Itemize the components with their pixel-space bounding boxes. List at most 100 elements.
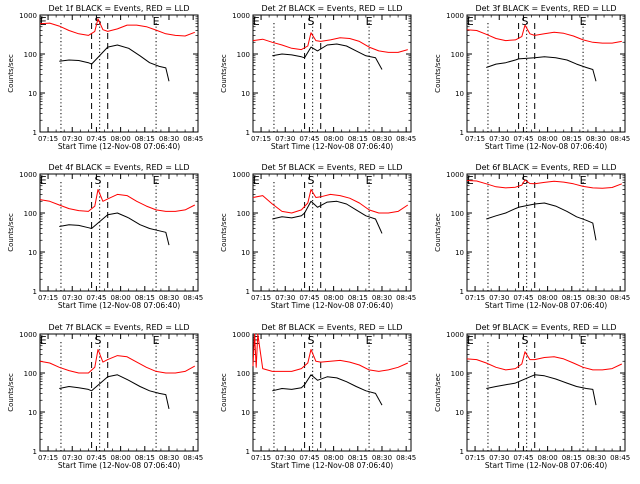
y-tick-label: 1 bbox=[33, 288, 37, 296]
chart-title: Det 2f BLACK = Events, RED = LLD bbox=[261, 4, 402, 13]
y-tick-label: 100 bbox=[24, 370, 37, 378]
event-marker-label: E bbox=[467, 15, 474, 28]
event-marker-label: S bbox=[308, 174, 315, 187]
event-marker-label: E bbox=[467, 334, 474, 347]
x-tick-label: 07:30 bbox=[275, 135, 295, 143]
x-tick-label: 08:00 bbox=[324, 294, 344, 302]
x-tick-label: 07:45 bbox=[513, 294, 533, 302]
y-tick-label: 1 bbox=[33, 448, 37, 456]
x-axis-label: Start Time (12-Nov-08 07:06:40) bbox=[271, 301, 393, 310]
y-axis-label: Counts/sec bbox=[220, 373, 228, 412]
lld-series-line bbox=[39, 349, 196, 374]
x-tick-label: 07:45 bbox=[299, 135, 319, 143]
y-axis-label: Counts/sec bbox=[434, 373, 442, 412]
lld-series-line bbox=[252, 32, 408, 53]
y-tick-label: 1 bbox=[246, 129, 250, 137]
y-axis-label: Counts/sec bbox=[7, 373, 15, 412]
x-tick-label: 08:00 bbox=[324, 454, 344, 462]
plot-frame bbox=[466, 333, 626, 452]
x-axis-label: Start Time (12-Nov-08 07:06:40) bbox=[485, 301, 607, 310]
y-tick-label: 1 bbox=[460, 288, 464, 296]
event-marker-label: E bbox=[153, 334, 160, 347]
x-tick-label: 07:45 bbox=[513, 454, 533, 462]
x-axis-label: Start Time (12-Nov-08 07:06:40) bbox=[58, 301, 180, 310]
lld-series-line bbox=[39, 189, 196, 212]
x-tick-label: 08:30 bbox=[586, 454, 606, 462]
y-tick-label: 1000 bbox=[232, 12, 250, 20]
x-tick-label: 08:30 bbox=[586, 135, 606, 143]
y-tick-label: 100 bbox=[451, 51, 464, 59]
chart-title: Det 9f BLACK = Events, RED = LLD bbox=[475, 323, 616, 332]
x-tick-label: 08:30 bbox=[586, 294, 606, 302]
x-tick-label: 08:15 bbox=[135, 294, 155, 302]
x-tick-label: 07:15 bbox=[465, 454, 485, 462]
x-tick-label: 08:45 bbox=[610, 454, 630, 462]
event-marker-label: S bbox=[95, 334, 102, 347]
plot-frame bbox=[39, 333, 199, 452]
y-axis-label: Counts/sec bbox=[220, 213, 228, 252]
y-axis-label: Counts/sec bbox=[7, 213, 15, 252]
y-tick-label: 100 bbox=[24, 210, 37, 218]
x-tick-label: 08:45 bbox=[610, 135, 630, 143]
x-tick-label: 08:45 bbox=[183, 454, 203, 462]
x-tick-label: 08:15 bbox=[562, 294, 582, 302]
event-marker-label: E bbox=[153, 174, 160, 187]
y-tick-label: 1000 bbox=[446, 331, 464, 339]
y-tick-label: 10 bbox=[28, 409, 37, 417]
chart-title: Det 5f BLACK = Events, RED = LLD bbox=[261, 163, 402, 172]
x-tick-label: 07:30 bbox=[275, 454, 295, 462]
y-tick-label: 10 bbox=[241, 249, 250, 257]
x-tick-label: 08:30 bbox=[159, 454, 179, 462]
x-tick-label: 08:15 bbox=[348, 454, 368, 462]
x-tick-label: 07:45 bbox=[299, 294, 319, 302]
chart-panel-5: Det 5f BLACK = Events, RED = LLD 1 10 100 10… bbox=[220, 163, 416, 310]
x-tick-label: 07:15 bbox=[38, 135, 58, 143]
x-axis-label: Start Time (12-Nov-08 07:06:40) bbox=[58, 461, 180, 470]
x-tick-label: 07:45 bbox=[86, 135, 106, 143]
x-tick-label: 08:45 bbox=[396, 454, 416, 462]
plot-frame bbox=[252, 173, 412, 292]
event-marker-label: S bbox=[522, 334, 529, 347]
y-tick-label: 10 bbox=[241, 409, 250, 417]
event-marker-label: E bbox=[153, 15, 160, 28]
events-series-line bbox=[59, 212, 170, 246]
x-tick-label: 08:00 bbox=[538, 135, 558, 143]
chart-panel-3: Det 3f BLACK = Events, RED = LLD 1 10 100 10… bbox=[434, 4, 630, 151]
x-tick-label: 08:15 bbox=[348, 294, 368, 302]
chart-title: Det 1f BLACK = Events, RED = LLD bbox=[48, 4, 189, 13]
y-axis-label: Counts/sec bbox=[7, 54, 15, 93]
x-tick-label: 08:00 bbox=[324, 135, 344, 143]
y-tick-label: 1000 bbox=[446, 171, 464, 179]
events-series-line bbox=[486, 374, 597, 406]
event-marker-label: E bbox=[40, 15, 47, 28]
x-tick-label: 07:30 bbox=[62, 454, 82, 462]
x-tick-label: 07:15 bbox=[38, 454, 58, 462]
lld-series-line bbox=[466, 24, 622, 44]
chart-title: Det 8f BLACK = Events, RED = LLD bbox=[261, 323, 402, 332]
x-tick-label: 07:30 bbox=[62, 135, 82, 143]
y-tick-label: 1000 bbox=[19, 331, 37, 339]
plot-frame bbox=[39, 14, 199, 133]
x-tick-label: 07:30 bbox=[489, 135, 509, 143]
chart-panel-6: Det 6f BLACK = Events, RED = LLD 1 10 100 10… bbox=[434, 163, 630, 310]
y-tick-label: 100 bbox=[451, 370, 464, 378]
x-tick-label: 07:15 bbox=[251, 135, 271, 143]
lld-series-line bbox=[466, 351, 623, 371]
x-tick-label: 08:45 bbox=[183, 135, 203, 143]
y-tick-label: 1000 bbox=[19, 12, 37, 20]
y-tick-label: 10 bbox=[28, 249, 37, 257]
lld-series-line bbox=[252, 189, 409, 214]
x-tick-label: 07:45 bbox=[513, 135, 533, 143]
plot-frame bbox=[252, 14, 412, 133]
y-tick-label: 1 bbox=[33, 129, 37, 137]
x-tick-label: 07:45 bbox=[86, 454, 106, 462]
x-tick-label: 07:30 bbox=[275, 294, 295, 302]
y-tick-label: 10 bbox=[455, 90, 464, 98]
x-tick-label: 08:00 bbox=[538, 454, 558, 462]
x-tick-label: 08:15 bbox=[135, 454, 155, 462]
y-tick-label: 10 bbox=[455, 409, 464, 417]
x-tick-label: 08:45 bbox=[610, 294, 630, 302]
y-tick-label: 1000 bbox=[232, 331, 250, 339]
event-marker-label: E bbox=[40, 174, 47, 187]
